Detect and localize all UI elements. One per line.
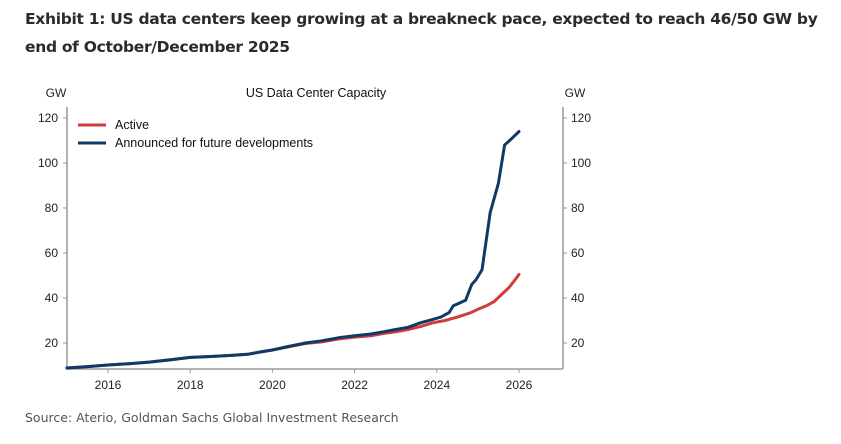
y-tick-label-left: 20 [45, 336, 59, 350]
y-tick-label-right: 60 [571, 246, 585, 260]
y-tick-label-left: 80 [45, 201, 59, 215]
y-tick-label-right: 80 [571, 201, 585, 215]
legend-label: Announced for future developments [115, 136, 313, 150]
y-tick-label-right: 20 [571, 336, 585, 350]
legend: Active Announced for future developments [78, 118, 313, 150]
series-line-active [65, 272, 521, 370]
y-axis-label-right: GW [565, 86, 586, 100]
series-line-announced [65, 130, 521, 370]
y-tick-label-right: 100 [571, 156, 591, 170]
y-tick-label-left: 60 [45, 246, 59, 260]
source-note: Source: Aterio, Goldman Sachs Global Inv… [25, 410, 399, 425]
y-tick-label-right: 40 [571, 291, 585, 305]
y-tick-label-left: 120 [38, 111, 58, 125]
y-tick-label-left: 100 [38, 156, 58, 170]
x-tick-label: 2024 [423, 378, 450, 392]
y-axis-label-left: GW [46, 86, 67, 100]
x-tick-label: 2026 [506, 378, 533, 392]
y-tick-label-right: 120 [571, 111, 591, 125]
x-tick-label: 2022 [341, 378, 368, 392]
x-tick-label: 2016 [95, 378, 122, 392]
series-lines [65, 130, 521, 370]
axes [66, 107, 564, 370]
chart-title: US Data Center Capacity [246, 86, 387, 100]
x-tick-label: 2018 [177, 378, 204, 392]
y-tick-label-left: 40 [45, 291, 59, 305]
exhibit-title: Exhibit 1: US data centers keep growing … [25, 10, 818, 56]
x-tick-label: 2020 [259, 378, 286, 392]
legend-label: Active [115, 118, 149, 132]
